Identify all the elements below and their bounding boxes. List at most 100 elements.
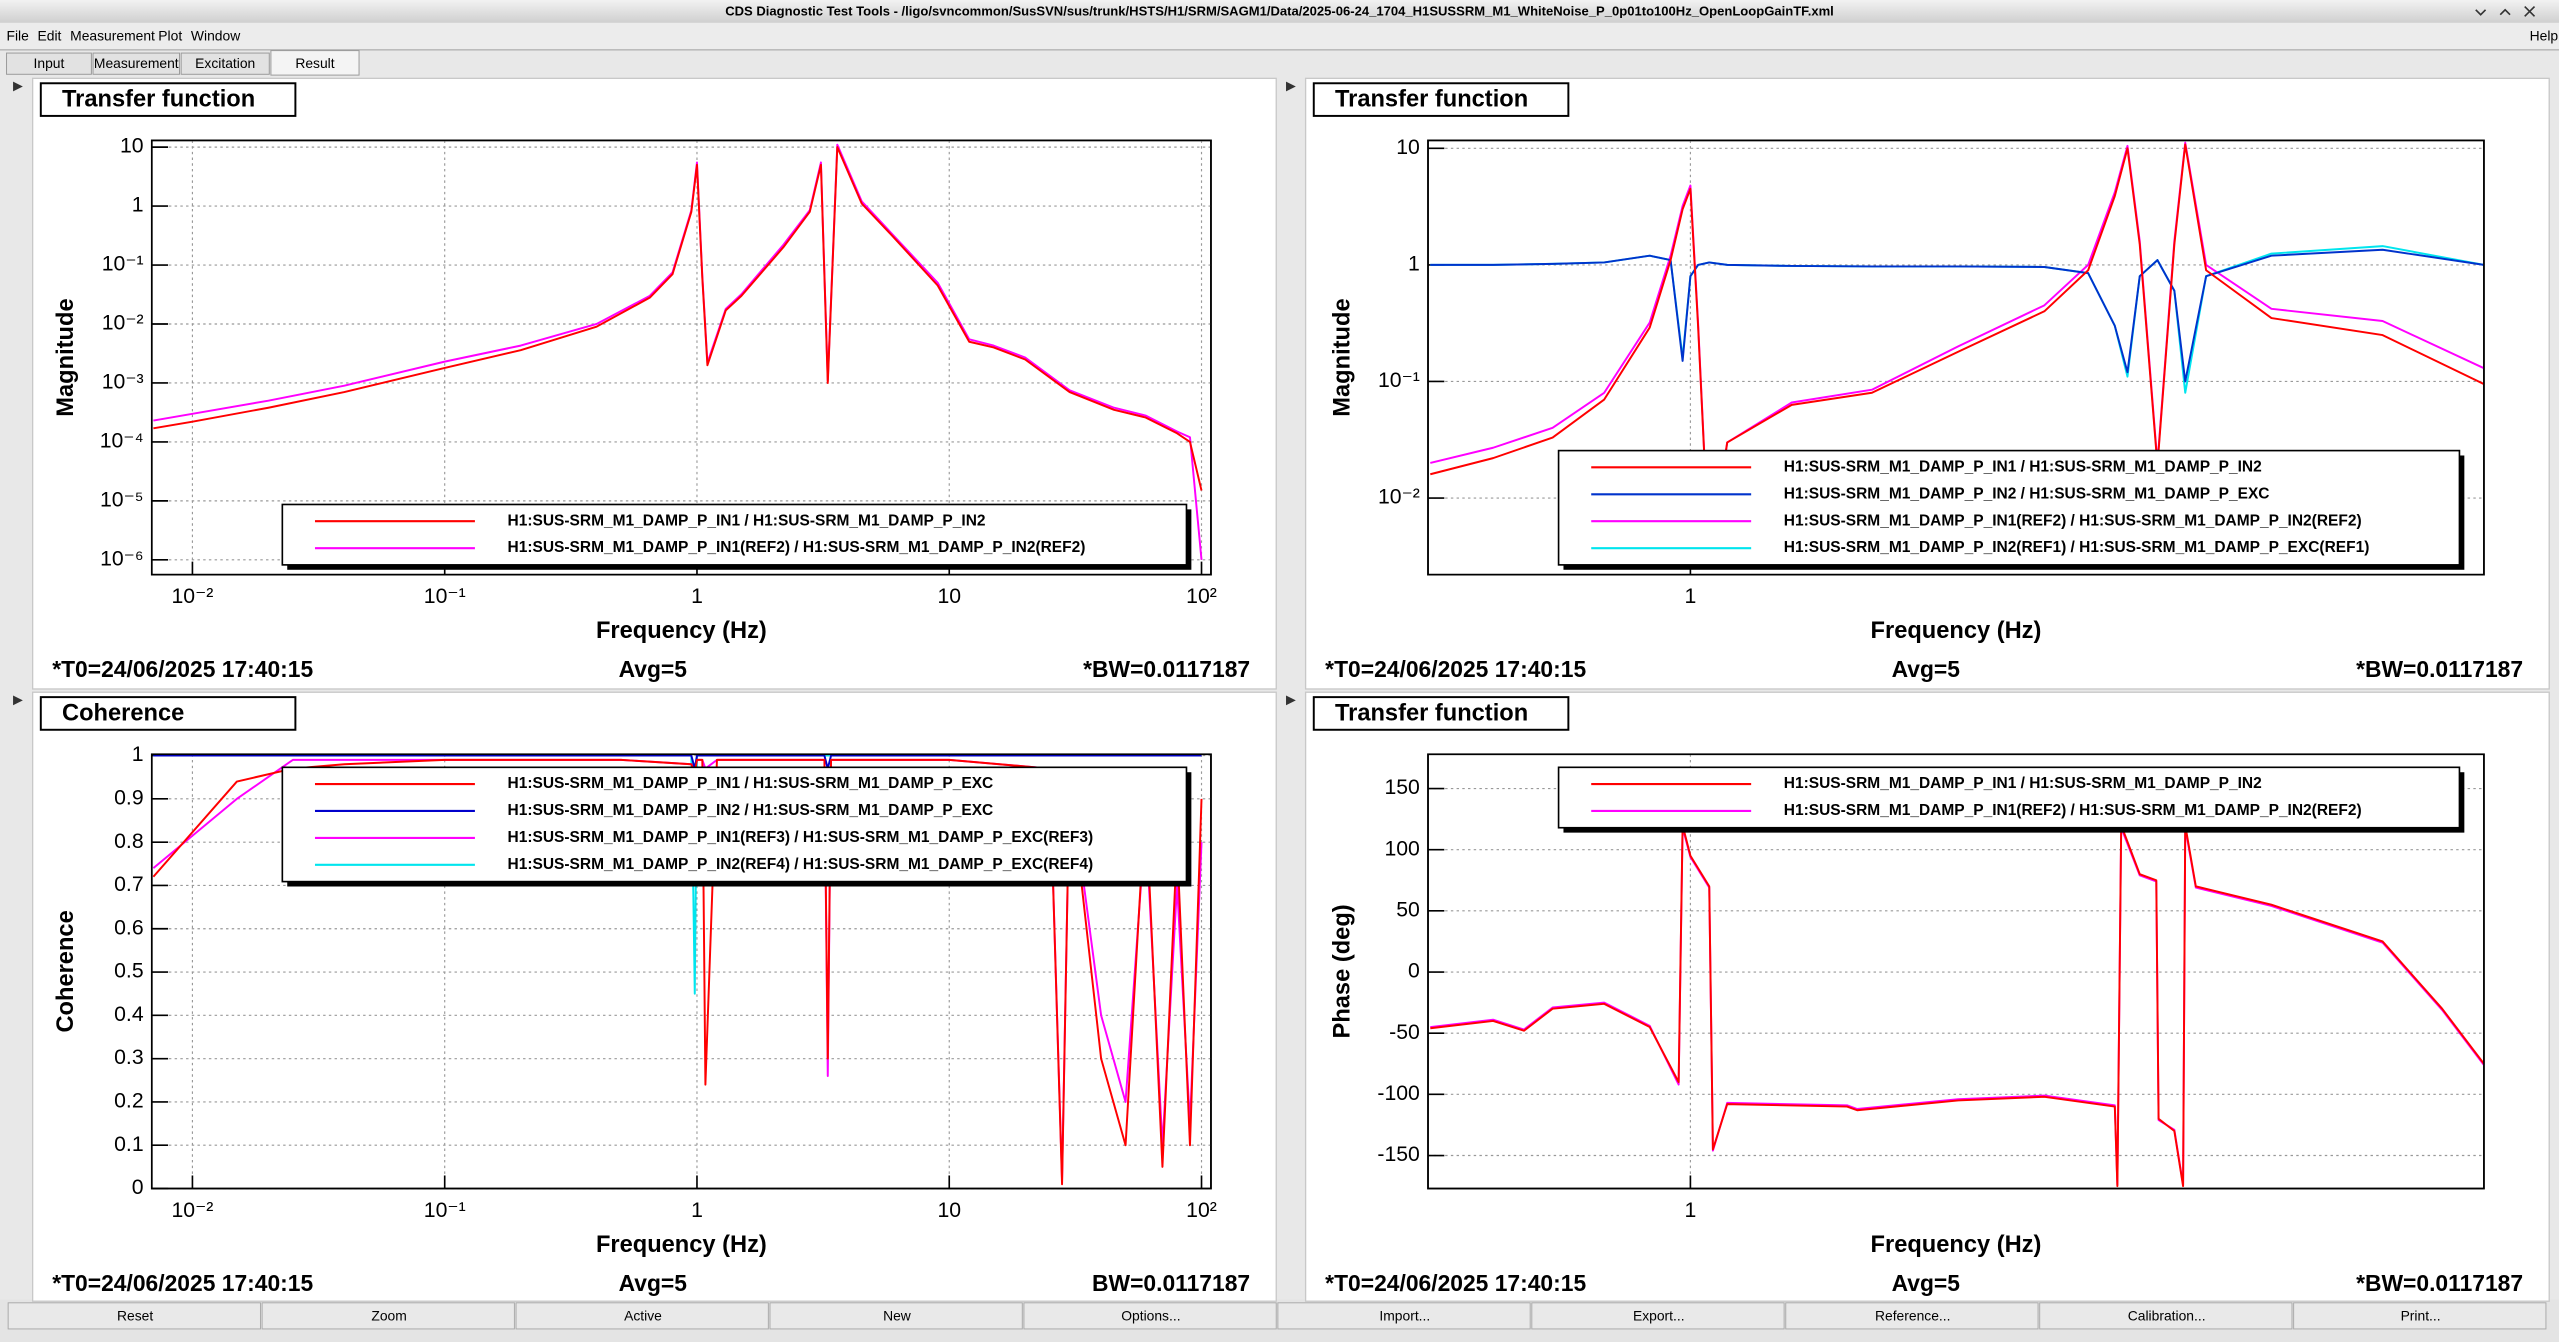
x-tick-label: 10⁻² [171, 585, 213, 608]
button-label[interactable]: Active [624, 1307, 662, 1323]
status-t0: *T0=24/06/2025 17:40:15 [1325, 656, 1586, 682]
button-label[interactable]: Import... [1379, 1307, 1430, 1323]
series-line [153, 754, 1202, 770]
x-tick-label: 1 [1685, 1199, 1697, 1222]
status-avg: Avg=5 [619, 656, 688, 682]
tab[interactable] [6, 52, 92, 75]
window-controls[interactable] [2475, 5, 2536, 17]
button-label[interactable]: Options... [1121, 1307, 1180, 1323]
series-line [153, 143, 1203, 560]
status-bw: *BW=0.0117187 [2356, 656, 2523, 682]
button[interactable] [1785, 1302, 2039, 1330]
y-tick-label: 0.5 [114, 960, 143, 983]
panel-toggle[interactable] [1286, 695, 1296, 706]
window-title: CDS Diagnostic Test Tools - /ligo/svncom… [725, 4, 1834, 19]
close[interactable] [2524, 5, 2536, 17]
status-t0: *T0=24/06/2025 17:40:15 [52, 656, 313, 682]
plot-frame [1427, 753, 2485, 1190]
button-label[interactable]: Reset [117, 1307, 153, 1323]
y-axis-label: Phase (deg) [1329, 904, 1355, 1038]
legend-label: H1:SUS-SRM_M1_DAMP_P_IN1(REF3) / H1:SUS-… [508, 829, 1094, 846]
button[interactable] [2039, 1302, 2293, 1330]
status-bw: *BW=0.0117187 [2356, 1270, 2523, 1296]
legend-label: H1:SUS-SRM_M1_DAMP_P_IN1 / H1:SUS-SRM_M1… [508, 775, 994, 792]
plot-frame [1427, 139, 2485, 576]
legend [281, 766, 1188, 883]
tab-label[interactable]: Input [34, 55, 65, 71]
button[interactable] [2293, 1302, 2547, 1330]
button[interactable] [261, 1302, 515, 1330]
tab[interactable] [270, 50, 360, 76]
x-tick-label: 10 [937, 1199, 961, 1222]
title-bar [0, 0, 2559, 23]
series-line [153, 146, 1203, 491]
button[interactable] [7, 1302, 261, 1330]
minimize[interactable] [2475, 9, 2487, 16]
y-tick-label: 10 [1396, 136, 1420, 159]
status-t0: *T0=24/06/2025 17:40:15 [1325, 1270, 1586, 1296]
tab[interactable] [180, 52, 270, 75]
x-axis-label: Frequency (Hz) [1871, 1232, 2042, 1258]
menu-item[interactable]: Edit [38, 27, 62, 43]
x-tick-label: 1 [691, 1199, 703, 1222]
panel-toggle[interactable] [13, 81, 23, 92]
button-label[interactable]: Reference... [1875, 1307, 1950, 1323]
legend [1557, 766, 2461, 829]
menu-item[interactable]: Plot [158, 27, 182, 43]
panel-toggle[interactable] [1286, 81, 1296, 92]
legend-label: H1:SUS-SRM_M1_DAMP_P_IN1(REF2) / H1:SUS-… [1784, 512, 2362, 529]
button-label[interactable]: Calibration... [2128, 1307, 2206, 1323]
legend-label: H1:SUS-SRM_M1_DAMP_P_IN1 / H1:SUS-SRM_M1… [1784, 775, 2262, 792]
y-tick-label: 1 [132, 743, 144, 766]
button-label[interactable]: New [883, 1307, 912, 1323]
tab[interactable] [92, 52, 181, 75]
button[interactable] [1531, 1302, 1785, 1330]
y-tick-label: 0.7 [114, 873, 143, 896]
tab-label[interactable]: Excitation [195, 55, 255, 71]
y-tick-label: 150 [1384, 776, 1419, 799]
y-tick-label: 0.6 [114, 916, 143, 939]
button-label[interactable]: Export... [1633, 1307, 1685, 1323]
legend-label: H1:SUS-SRM_M1_DAMP_P_IN2 / H1:SUS-SRM_M1… [508, 802, 994, 819]
menu-item[interactable]: File [7, 27, 30, 43]
x-tick-label: 1 [1685, 585, 1697, 608]
panel-heading: Coherence [62, 701, 184, 727]
button-label[interactable]: Print... [2401, 1307, 2441, 1323]
menu-item[interactable]: Window [191, 27, 241, 43]
y-tick-label: 0.1 [114, 1133, 143, 1156]
button[interactable] [515, 1302, 769, 1330]
menu-help[interactable]: Help [2530, 27, 2559, 43]
y-tick-label: 10⁻³ [102, 371, 144, 394]
button[interactable] [1277, 1302, 1531, 1330]
panel-heading-box [39, 696, 297, 731]
button[interactable] [769, 1302, 1023, 1330]
x-tick-label: 10⁻¹ [424, 1199, 466, 1222]
y-axis-label: Magnitude [53, 298, 79, 416]
button-label[interactable]: Zoom [371, 1307, 406, 1323]
y-tick-label: 0.2 [114, 1090, 143, 1113]
status-avg: Avg=5 [1892, 656, 1961, 682]
legend-label: H1:SUS-SRM_M1_DAMP_P_IN2(REF4) / H1:SUS-… [508, 856, 1094, 873]
legend [281, 503, 1188, 566]
status-avg: Avg=5 [619, 1270, 688, 1296]
x-tick-label: 10² [1186, 1199, 1217, 1222]
tab-label[interactable]: Measurement [94, 55, 179, 71]
legend-label: H1:SUS-SRM_M1_DAMP_P_IN2 / H1:SUS-SRM_M1… [1784, 485, 2270, 502]
series-line [1430, 824, 2484, 1188]
y-tick-label: 1 [132, 194, 144, 217]
menu-bar [0, 22, 2559, 49]
legend [1557, 449, 2461, 566]
y-tick-label: 0.3 [114, 1046, 143, 1069]
button[interactable] [1023, 1302, 1277, 1330]
menu-item[interactable]: Measurement [70, 27, 155, 43]
x-tick-label: 1 [691, 585, 703, 608]
maximize[interactable] [2499, 8, 2511, 16]
panel-toggle[interactable] [13, 695, 23, 706]
y-tick-label: 10⁻⁵ [100, 488, 144, 511]
y-tick-label: 1 [1408, 253, 1420, 276]
status-t0: *T0=24/06/2025 17:40:15 [52, 1270, 313, 1296]
tab-label[interactable]: Result [295, 55, 334, 71]
x-tick-label: 10⁻² [171, 1199, 213, 1222]
